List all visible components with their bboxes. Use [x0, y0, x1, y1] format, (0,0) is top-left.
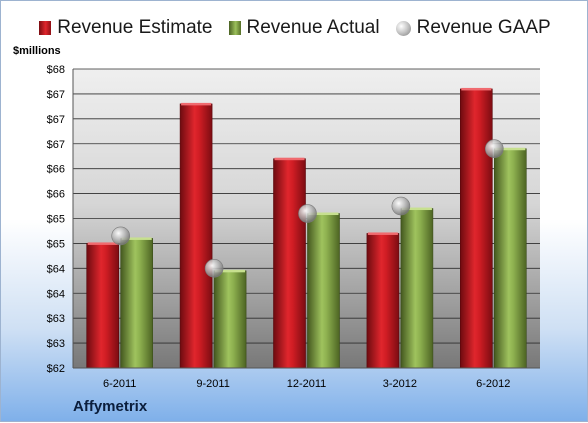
y-tick-label: $65	[47, 214, 65, 226]
y-tick-label: $62	[47, 363, 65, 375]
bar-cap-actual	[308, 212, 339, 216]
legend-label-actual: Revenue Actual	[246, 17, 380, 38]
company-name: Affymetrix	[73, 398, 148, 415]
legend-swatch-estimate	[39, 21, 52, 35]
bar-revenue-actual	[400, 208, 434, 369]
legend-item-estimate: Revenue Estimate	[39, 17, 213, 39]
legend-item-gaap: Revenue GAAP	[395, 17, 551, 39]
y-tick-label: $63	[47, 313, 65, 325]
x-tick-label: 12-2011	[287, 378, 327, 390]
y-tick-label: $64	[47, 288, 65, 300]
bar-cap-actual	[401, 207, 432, 211]
y-tick-label: $67	[47, 89, 65, 101]
bar-revenue-estimate	[86, 243, 119, 369]
y-tick-label: $63	[47, 338, 65, 350]
bar-revenue-actual	[213, 270, 247, 369]
bar-revenue-actual	[493, 148, 527, 369]
bar-cap-estimate	[181, 102, 212, 106]
x-tick-label: 6-2012	[476, 378, 510, 390]
bar-revenue-actual	[307, 213, 340, 369]
bar-cap-estimate	[87, 242, 118, 245]
bar-cap-actual	[121, 237, 152, 240]
y-tick-label: $66	[47, 164, 65, 176]
bar-cap-actual	[495, 147, 526, 151]
point-revenue-gaap	[111, 226, 130, 246]
point-revenue-gaap	[484, 139, 504, 159]
bar-cap-actual	[215, 269, 246, 273]
legend: Revenue Estimate Revenue Actual Revenue …	[1, 17, 588, 39]
legend-swatch-actual	[228, 21, 241, 35]
x-tick-label: 9-2011	[196, 378, 229, 390]
bar-revenue-estimate	[459, 88, 493, 369]
bar-cap-estimate	[461, 87, 492, 91]
bar-cap-estimate	[274, 157, 305, 161]
y-tick-label: $67	[47, 114, 65, 126]
y-axis-unit-label: $millions	[13, 45, 61, 57]
y-tick-label: $64	[47, 263, 65, 275]
y-tick-label: $65	[47, 238, 65, 250]
bar-revenue-estimate	[179, 103, 213, 369]
legend-label-gaap: Revenue GAAP	[416, 17, 551, 38]
bar-revenue-estimate	[273, 158, 306, 369]
bar-revenue-estimate	[366, 233, 400, 369]
point-revenue-gaap	[391, 196, 411, 216]
bar-revenue-actual	[120, 238, 153, 369]
point-revenue-gaap	[204, 259, 224, 278]
y-tick-label: $66	[47, 189, 65, 201]
x-tick-label: 6-2011	[103, 378, 136, 390]
legend-item-actual: Revenue Actual	[228, 17, 380, 39]
legend-swatch-gaap	[395, 20, 411, 36]
x-tick-label: 3-2012	[383, 378, 417, 390]
bar-cap-estimate	[367, 232, 398, 235]
y-tick-label: $67	[47, 139, 65, 151]
point-revenue-gaap	[298, 204, 317, 223]
legend-label-estimate: Revenue Estimate	[57, 17, 213, 38]
y-tick-label: $68	[47, 64, 65, 76]
